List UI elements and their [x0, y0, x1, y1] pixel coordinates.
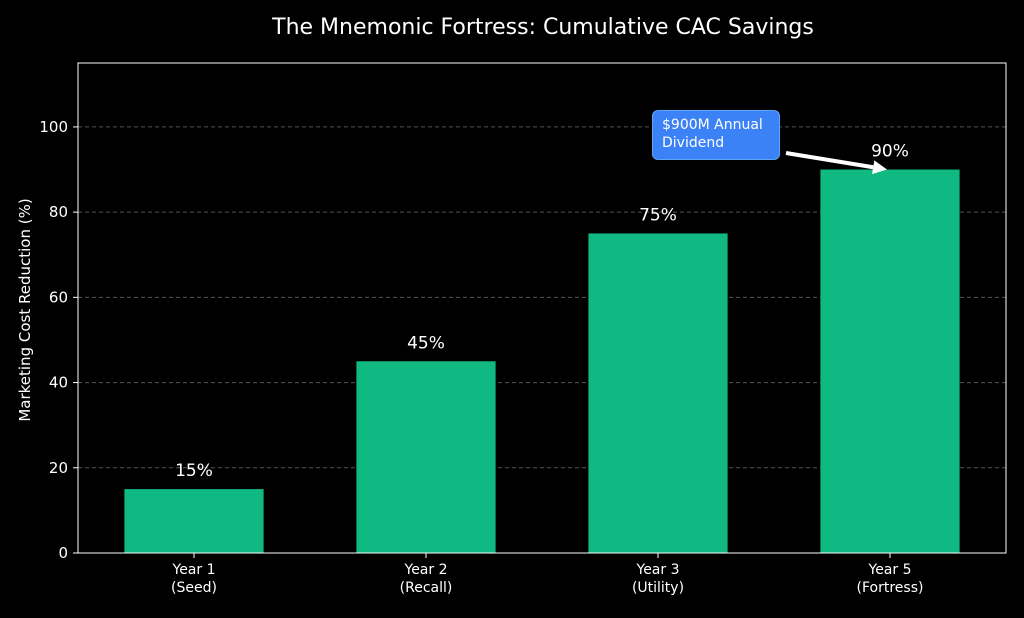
annotation-arrow: [785, 151, 887, 175]
y-tick-label: 20: [49, 459, 68, 477]
plot-frame: [77, 62, 1007, 554]
x-tick-label: Year 2 (Recall): [400, 562, 453, 596]
bar: [124, 489, 264, 553]
bars: [124, 169, 960, 554]
x-tick-label-line: (Recall): [400, 580, 453, 596]
data-label: 45%: [407, 333, 445, 353]
data-label: 90%: [871, 142, 909, 162]
data-label: 15%: [175, 461, 213, 481]
x-tick-label-line: (Utility): [632, 580, 684, 596]
y-tick-label: 100: [39, 118, 68, 136]
x-tick-label-line: (Fortress): [857, 580, 924, 596]
y-tick-label: 0: [58, 544, 68, 562]
y-axis-label: Marketing Cost Reduction (%): [16, 198, 34, 421]
bar: [588, 233, 728, 553]
x-tick-label: Year 1 (Seed): [171, 562, 217, 596]
data-labels: 15% 45% 75% 90%: [175, 142, 909, 482]
x-tick-label-line: Year 2: [404, 562, 448, 578]
x-tick-label-line: Year 1: [172, 562, 216, 578]
x-tick-label-line: Year 3: [636, 562, 680, 578]
y-tick-label: 80: [49, 203, 68, 221]
arrow-head: [872, 160, 887, 175]
annotation-callout: $900M Annual Dividend: [652, 110, 780, 160]
x-tick-label: Year 5 (Fortress): [857, 562, 924, 596]
y-tick-label: 40: [49, 374, 68, 392]
bar: [820, 169, 960, 554]
y-tick-label: 60: [49, 288, 68, 306]
x-tick-label: Year 3 (Utility): [632, 562, 684, 596]
arrow-shaft: [785, 151, 874, 170]
chart-title: The Mnemonic Fortress: Cumulative CAC Sa…: [271, 15, 814, 40]
x-tick-label-line: Year 5: [868, 562, 912, 578]
data-label: 75%: [639, 205, 677, 225]
bar: [356, 361, 496, 553]
x-tick-label-line: (Seed): [171, 580, 217, 596]
